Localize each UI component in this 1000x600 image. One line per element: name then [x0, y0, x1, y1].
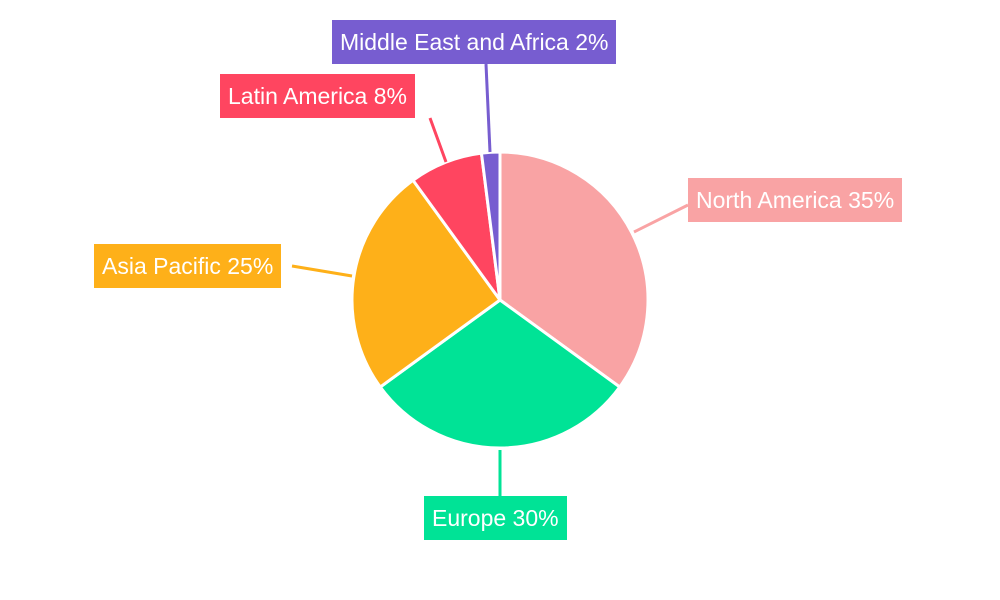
data-label-category: Latin America [228, 83, 368, 109]
leader-line-north-america [633, 203, 689, 234]
data-label-latin-america: Latin America 8% [220, 74, 415, 118]
leader-line-latin-america [428, 117, 448, 163]
data-label-value: 8% [367, 83, 407, 109]
data-label-north-america: North America 35% [688, 178, 903, 222]
data-label-middle-east-and-africa: Middle East and Africa 2% [332, 20, 617, 64]
data-label-europe: Europe 30% [424, 496, 567, 540]
data-label-category: North America [696, 187, 842, 213]
data-label-category: Europe [432, 505, 507, 531]
data-label-value: 30% [506, 505, 559, 531]
leader-line-asia-pacific [291, 264, 353, 278]
data-label-asia-pacific: Asia Pacific 25% [94, 244, 282, 288]
pie-slice-europe[interactable] [378, 298, 622, 450]
pie-slice-middle-east-and-africa[interactable] [479, 150, 502, 301]
leader-line-middle-east-and-africa [484, 63, 492, 153]
data-label-category: Middle East and Africa [340, 29, 569, 55]
data-label-value: 2% [568, 29, 609, 55]
pie-slice-north-america[interactable] [498, 150, 650, 390]
pie-slice-asia-pacific[interactable] [350, 178, 503, 390]
data-label-category: Asia Pacific [102, 253, 221, 279]
data-label-value: 35% [841, 187, 895, 213]
data-label-value: 25% [220, 253, 274, 279]
